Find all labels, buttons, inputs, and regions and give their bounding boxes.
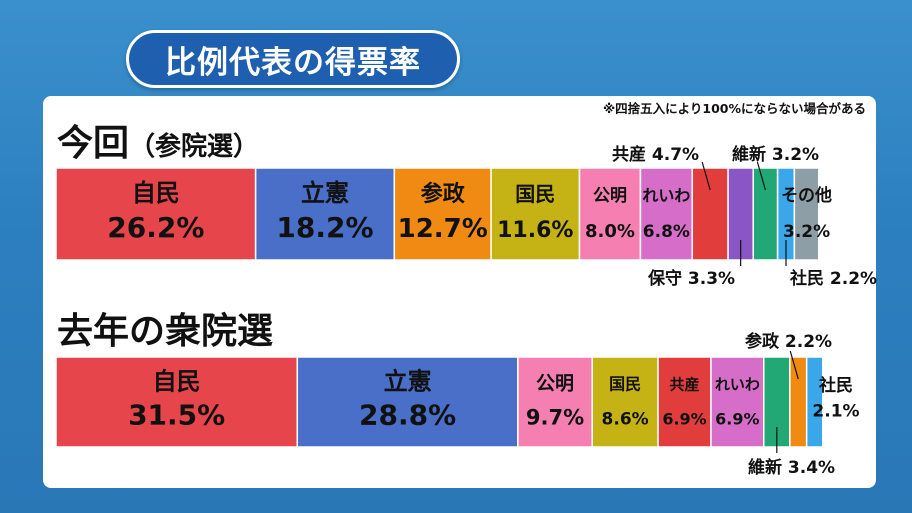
segment-value-1-0: 31.5%	[128, 399, 225, 432]
segment-value-0-1: 18.2%	[276, 211, 373, 244]
section-title-previous: 去年の衆院選	[57, 302, 273, 354]
segment-party-0-2: 参政	[421, 181, 466, 207]
section-title-current: 今回（参院選）	[57, 114, 259, 166]
section-title-current-main: 今回	[57, 123, 130, 164]
segment-party-0-1: 立憲	[301, 179, 349, 207]
leader-line-0-8	[756, 161, 766, 191]
bar-segment-0-4	[578, 167, 642, 261]
segment-party-1-2: 公明	[536, 372, 574, 394]
bar-segment-1-1	[296, 356, 519, 448]
segment-value-1-5: 6.9%	[715, 410, 759, 429]
segment-value-0-0: 26.2%	[107, 211, 204, 244]
leader-line-0-6	[701, 161, 711, 191]
bar-segment-1-2	[517, 356, 593, 448]
segment-party-1-5: れいわ	[715, 375, 760, 393]
segment-callout-1-6: 維新 3.4%	[748, 457, 835, 478]
leader-line-1-7	[789, 350, 799, 380]
segment-party-0-5: れいわ	[642, 186, 690, 205]
segment-party-1-4: 共産	[669, 375, 699, 393]
segment-callout-0-6: 共産 4.7%	[612, 144, 699, 165]
segment-value-1-4: 6.9%	[662, 410, 706, 429]
segment-callout-0-7: 保守 3.3%	[647, 268, 735, 289]
section-title-previous-main: 去年の衆院選	[57, 311, 274, 352]
segment-value-0-3: 11.6%	[497, 218, 573, 243]
segment-callout-1-7: 参政 2.2%	[745, 331, 832, 352]
chart-title-pill: 比例代表の得票率	[126, 30, 460, 88]
segment-party-1-8: 社民	[818, 375, 853, 396]
segment-value-1-8: 2.1%	[812, 401, 859, 421]
bar-segment-1-4	[657, 356, 712, 448]
chart-title: 比例代表の得票率	[165, 44, 421, 81]
segment-party-1-1: 立憲	[384, 367, 432, 395]
bar-segment-1-3	[591, 356, 659, 448]
segment-value-1-1: 28.8%	[359, 399, 456, 432]
rounding-note: ※四捨五入により100%にならない場合がある	[602, 101, 866, 116]
segment-value-0-2: 12.7%	[398, 214, 488, 244]
segment-party-0-10: その他	[781, 185, 832, 206]
segment-value-1-2: 9.7%	[526, 406, 584, 430]
segment-value-0-5: 6.8%	[643, 222, 690, 242]
segment-callout-0-8: 維新 3.2%	[732, 144, 819, 165]
segment-value-0-10: 3.2%	[783, 222, 830, 242]
segment-value-1-3: 8.6%	[602, 410, 649, 430]
bar-segment-0-6	[691, 167, 729, 261]
section-title-current-sub: （参院選）	[129, 132, 260, 162]
segment-party-1-3: 国民	[609, 374, 641, 393]
bar-segment-0-8	[752, 167, 779, 261]
bar-segment-0-2	[393, 167, 492, 261]
bar-segment-1-8	[805, 356, 824, 448]
segment-party-0-0: 自民	[132, 179, 180, 207]
bar-segment-0-10	[793, 167, 820, 261]
bar-segment-1-0	[55, 356, 299, 448]
segment-party-0-4: 公明	[593, 186, 627, 206]
bar-segment-1-5	[710, 356, 765, 448]
bar-segment-1-7	[789, 356, 808, 448]
segment-party-1-0: 自民	[153, 367, 201, 395]
bar-segment-0-5	[639, 167, 694, 261]
segment-callout-0-9: 社民 2.2%	[789, 268, 877, 289]
segment-party-0-3: 国民	[515, 182, 555, 206]
segment-value-0-4: 8.0%	[585, 221, 635, 242]
bar-segment-0-3	[490, 167, 581, 261]
